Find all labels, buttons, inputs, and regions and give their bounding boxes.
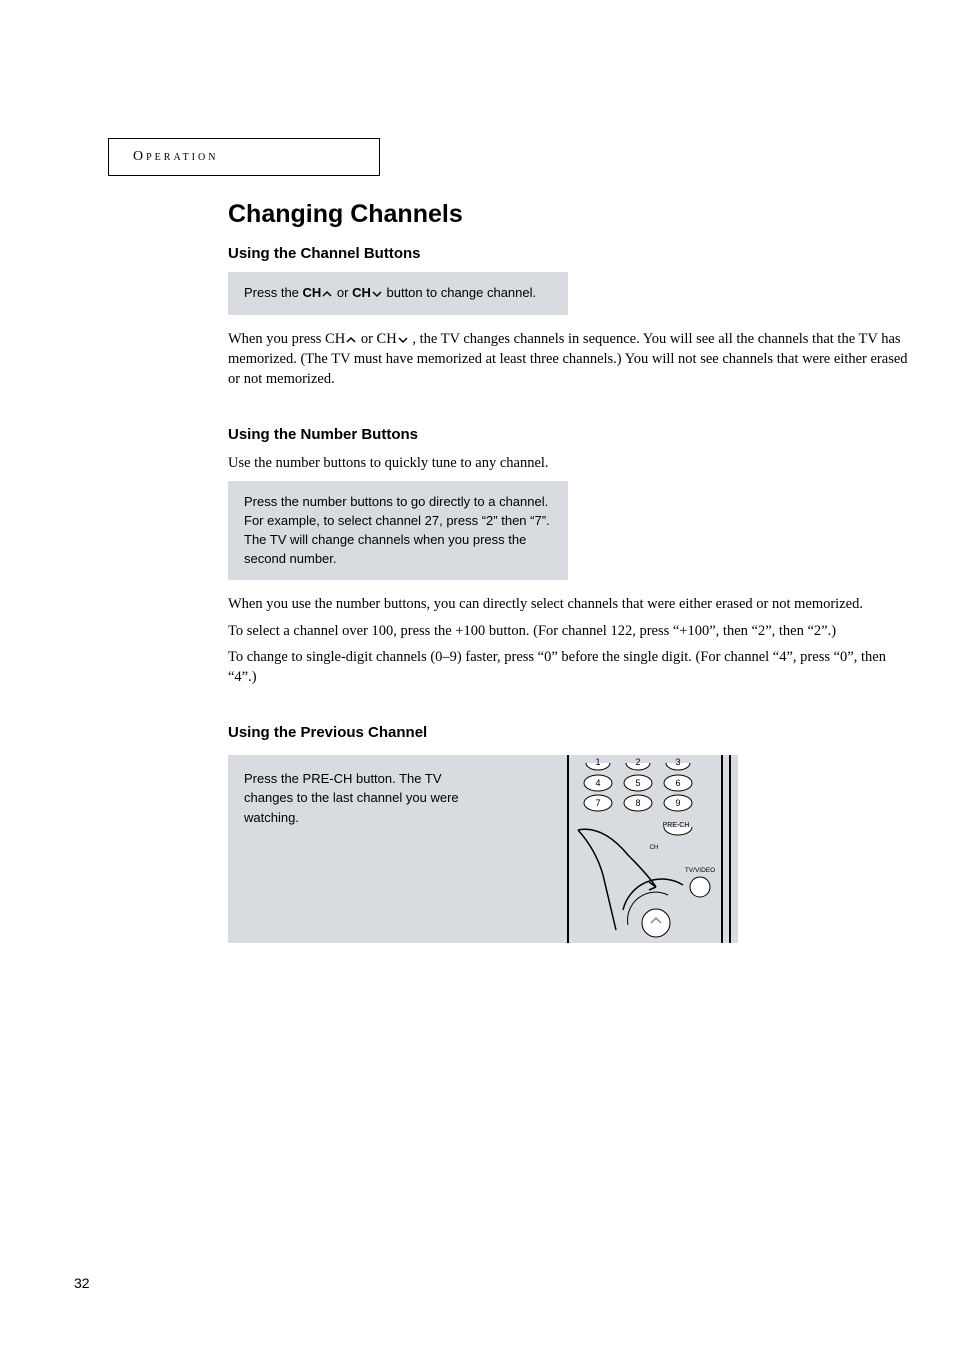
text: or [333, 285, 352, 300]
keypad-key-label: 6 [675, 778, 680, 788]
keypad-key-label: 5 [635, 778, 640, 788]
section-tab: Operation [108, 138, 380, 176]
keypad-key-label: 3 [675, 757, 680, 767]
chevron-down-icon [371, 289, 383, 299]
keypad-key-label: 7 [595, 798, 600, 808]
body-text: To change to single-digit channels (0–9)… [228, 647, 908, 688]
instruction-box-channel-buttons: Press the CH or CH button to change chan… [228, 272, 568, 315]
remote-illustration: 1 2 3 4 5 [508, 755, 738, 943]
page-number: 32 [74, 1275, 90, 1291]
section-number-buttons: Using the Number Buttons Use the number … [228, 426, 908, 688]
instruction-box-previous-channel: Press the PRE-CH button. The TV changes … [228, 755, 508, 943]
instruction-box-number-buttons: Press the number buttons to go directly … [228, 481, 568, 580]
section-tab-label: Operation [133, 149, 218, 165]
remote-label-ch: CH [650, 845, 659, 851]
section-title-channel-buttons: Using the Channel Buttons [228, 245, 908, 262]
body-text: Use the number buttons to quickly tune t… [228, 453, 908, 473]
body-text: When you press CH or CH , the TV changes… [228, 329, 908, 390]
remote-label-tvvideo: TV/VIDEO [685, 867, 715, 874]
body-text: When you use the number buttons, you can… [228, 594, 908, 614]
content-area: Changing Channels Using the Channel Butt… [228, 200, 908, 979]
text: or [357, 331, 376, 347]
section-previous-channel: Using the Previous Channel Press the PRE… [228, 724, 908, 943]
text: CH [377, 331, 397, 347]
text-bold: CH [303, 285, 322, 300]
text: When you press [228, 331, 325, 347]
text: Press the [244, 771, 303, 786]
text: CH [325, 331, 345, 347]
chevron-up-icon [321, 289, 333, 299]
keypad-key-label: 9 [675, 798, 680, 808]
keypad-key-label: 2 [635, 757, 640, 767]
section-channel-buttons: Using the Channel Buttons Press the CH o… [228, 245, 908, 390]
text: Press the [244, 285, 303, 300]
page-title: Changing Channels [228, 200, 908, 229]
section-title-previous-channel: Using the Previous Channel [228, 724, 908, 741]
keypad-key-label: 1 [595, 757, 600, 767]
page: Operation Changing Channels Using the Ch… [0, 0, 954, 1351]
previous-channel-row: Press the PRE-CH button. The TV changes … [228, 755, 908, 943]
text-bold: CH [352, 285, 371, 300]
body-text: To select a channel over 100, press the … [228, 621, 908, 641]
keypad-key-label: 8 [635, 798, 640, 808]
keypad-key-label: 4 [595, 778, 600, 788]
section-title-number-buttons: Using the Number Buttons [228, 426, 908, 443]
chevron-down-icon [397, 335, 409, 345]
text: button to change channel. [383, 285, 536, 300]
text-bold: PRE-CH [303, 771, 353, 786]
chevron-up-icon [345, 335, 357, 345]
